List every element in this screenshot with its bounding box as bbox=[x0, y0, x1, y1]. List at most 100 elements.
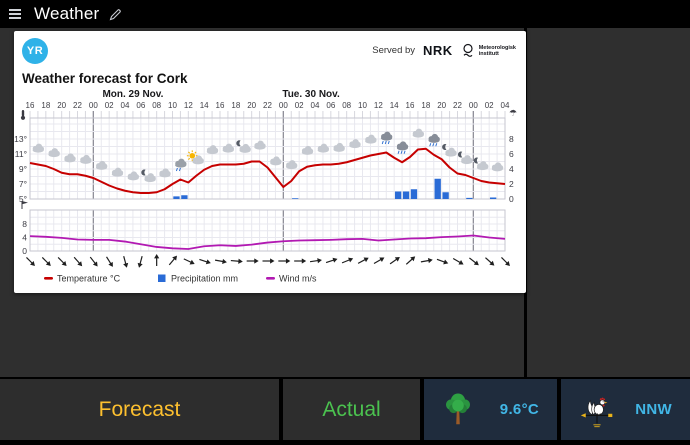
svg-text:06: 06 bbox=[136, 101, 145, 110]
svg-text:5°: 5° bbox=[19, 194, 27, 204]
svg-text:02: 02 bbox=[105, 101, 114, 110]
actual-tab[interactable]: Actual bbox=[283, 379, 420, 440]
svg-text:20: 20 bbox=[247, 101, 256, 110]
met-logo-icon bbox=[463, 43, 473, 57]
weather-symbol-moon-cloud bbox=[141, 169, 156, 183]
weather-symbol-rain bbox=[175, 158, 187, 172]
svg-text:12: 12 bbox=[184, 101, 193, 110]
wind-arrow bbox=[501, 257, 510, 266]
served-by-row: Served by NRK Meteorologisk institutt bbox=[372, 43, 516, 58]
umbrella-icon: ☂ bbox=[509, 108, 517, 118]
weather-symbol-moon-cloud bbox=[442, 144, 457, 157]
wind-arrow bbox=[469, 257, 479, 266]
svg-text:9°: 9° bbox=[19, 164, 27, 174]
wind-arrow bbox=[199, 258, 211, 265]
svg-text:6: 6 bbox=[509, 149, 514, 159]
temperature-tile[interactable]: 9.6°C bbox=[424, 379, 557, 440]
wind-arrow bbox=[405, 256, 416, 265]
weather-symbol-cloud bbox=[317, 143, 330, 153]
svg-text:12: 12 bbox=[374, 101, 383, 110]
svg-text:Mon. 29 Nov.: Mon. 29 Nov. bbox=[102, 89, 163, 100]
svg-text:0: 0 bbox=[509, 194, 514, 204]
wind-direction-value: NNW bbox=[635, 401, 672, 418]
svg-text:20: 20 bbox=[57, 101, 66, 110]
actual-tab-label: Actual bbox=[322, 397, 381, 421]
svg-text:22: 22 bbox=[263, 101, 272, 110]
met-institute-logo: Meteorologisk institutt bbox=[461, 43, 516, 58]
bottom-tiles: Forecast Actual 9.6°C bbox=[0, 379, 690, 440]
menu-icon[interactable] bbox=[6, 4, 28, 24]
wind-arrow bbox=[246, 258, 259, 264]
wind-arrow bbox=[137, 256, 143, 268]
wind-arrow bbox=[41, 257, 51, 266]
wind-arrow bbox=[123, 256, 129, 268]
wind-direction-tile[interactable]: NNW bbox=[561, 379, 690, 440]
wind-arrow bbox=[154, 254, 160, 266]
svg-text:02: 02 bbox=[295, 101, 304, 110]
wind-arrow bbox=[106, 256, 113, 267]
svg-text:22: 22 bbox=[73, 101, 82, 110]
svg-text:4: 4 bbox=[22, 233, 27, 243]
forecast-tab-label: Forecast bbox=[98, 397, 181, 421]
weather-symbol-cloud bbox=[32, 143, 45, 153]
weather-symbol-cloud bbox=[491, 162, 504, 172]
weather-symbol-sun-cloud bbox=[186, 150, 204, 165]
svg-text:Wind m/s: Wind m/s bbox=[279, 274, 317, 284]
svg-text:16: 16 bbox=[406, 101, 415, 110]
weather-forecast-card: YR Served by NRK Meteorologisk institutt … bbox=[14, 31, 526, 293]
svg-text:11°: 11° bbox=[15, 149, 27, 159]
weather-symbol-rain-dark bbox=[380, 131, 393, 145]
svg-text:8: 8 bbox=[509, 134, 514, 144]
weather-symbol-cloud bbox=[127, 171, 140, 181]
svg-text:08: 08 bbox=[152, 101, 161, 110]
weather-symbol-cloud bbox=[333, 142, 345, 152]
edit-pencil-icon[interactable] bbox=[109, 8, 122, 21]
wind-arrow bbox=[485, 257, 495, 266]
wind-arrow bbox=[436, 258, 449, 265]
wind-arrow bbox=[262, 258, 275, 264]
svg-text:Tue. 30 Nov.: Tue. 30 Nov. bbox=[282, 89, 340, 100]
weather-symbol-rain-dark bbox=[396, 141, 409, 154]
weather-symbol-cloud bbox=[301, 145, 314, 155]
svg-text:02: 02 bbox=[485, 101, 494, 110]
svg-text:4: 4 bbox=[509, 164, 514, 174]
wind-arrow bbox=[57, 257, 67, 266]
tree-icon bbox=[446, 393, 470, 424]
wind-arrow bbox=[373, 257, 385, 265]
svg-text:08: 08 bbox=[342, 101, 351, 110]
svg-text:00: 00 bbox=[89, 101, 98, 110]
outdoor-temperature-value: 9.6°C bbox=[499, 401, 539, 418]
weather-symbol-rain-dark bbox=[428, 133, 440, 147]
wind-arrow bbox=[230, 258, 243, 264]
svg-text:06: 06 bbox=[326, 101, 335, 110]
weather-symbol-cloud bbox=[48, 148, 60, 158]
svg-text:00: 00 bbox=[279, 101, 288, 110]
wind-arrow bbox=[73, 256, 83, 267]
weather-symbol-cloud bbox=[365, 134, 377, 144]
weather-symbol-moon-cloud bbox=[473, 157, 489, 171]
yr-logo[interactable]: YR bbox=[22, 38, 48, 64]
thermometer-icon bbox=[20, 110, 26, 120]
wind-arrow bbox=[309, 258, 322, 264]
svg-text:8: 8 bbox=[22, 219, 27, 229]
weather-symbol-cloud bbox=[412, 128, 425, 138]
dashboard-main: YR Served by NRK Meteorologisk institutt … bbox=[0, 28, 690, 377]
wind-arrow bbox=[325, 257, 338, 264]
svg-text:04: 04 bbox=[501, 101, 510, 110]
svg-text:14: 14 bbox=[390, 101, 399, 110]
weathervane-rooster-icon bbox=[580, 397, 613, 427]
wind-arrow bbox=[341, 257, 354, 264]
weather-symbol-cloud bbox=[285, 160, 298, 170]
svg-text:13°: 13° bbox=[14, 134, 27, 144]
forecast-tab[interactable]: Forecast bbox=[0, 379, 279, 440]
svg-text:10: 10 bbox=[168, 101, 177, 110]
weather-symbol-cloud bbox=[206, 145, 219, 155]
svg-text:16: 16 bbox=[26, 101, 35, 110]
page-title: Weather bbox=[34, 4, 100, 23]
weather-symbol-cloud bbox=[159, 168, 171, 178]
weather-symbol-moon-cloud bbox=[457, 151, 473, 165]
served-by-label: Served by bbox=[372, 45, 416, 56]
weather-symbol-cloud bbox=[270, 156, 282, 166]
wind-arrow bbox=[357, 257, 369, 264]
wind-arrow bbox=[214, 258, 227, 265]
